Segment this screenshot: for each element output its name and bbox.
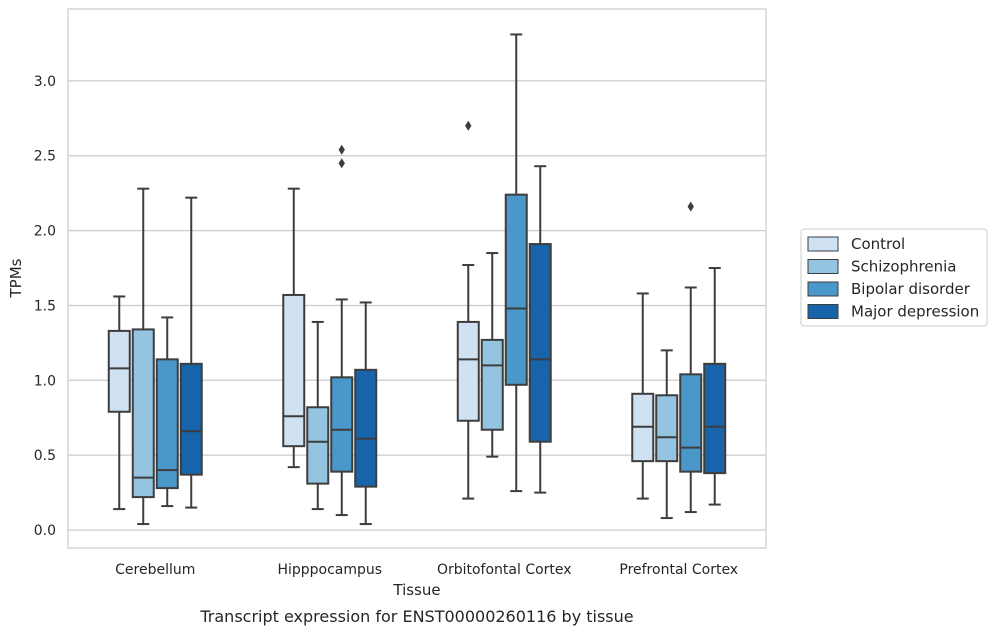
box-body	[504, 193, 528, 386]
box-control	[107, 295, 131, 511]
box-bipolar-disorder	[679, 201, 703, 514]
box-plot-marks	[107, 33, 727, 526]
legend-swatch	[807, 281, 839, 297]
box-control	[282, 187, 306, 469]
box-major-depression	[528, 165, 552, 494]
box-schizophrenia	[655, 349, 679, 520]
box-body	[679, 373, 703, 473]
box-body	[330, 376, 354, 473]
x-tick-label: Prefrontal Cortex	[619, 562, 738, 578]
outlier-point	[687, 201, 694, 212]
box-body	[107, 329, 131, 413]
x-tick-label: Orbitofontal Cortex	[437, 562, 572, 578]
box-control	[456, 120, 480, 500]
x-axis-ticks: Cerebellum Hipppocampus Orbitofontal Corte…	[115, 562, 738, 578]
box-bipolar-disorder	[504, 33, 528, 493]
y-tick-label: 1.5	[34, 298, 56, 314]
legend-swatch	[807, 304, 839, 319]
box-body	[703, 362, 727, 475]
y-tick-label: 2.5	[34, 149, 56, 165]
box-major-depression	[179, 196, 203, 509]
y-axis-label: TPMs	[7, 258, 25, 298]
box-schizophrenia	[480, 252, 504, 458]
y-tick-label: 1.0	[34, 373, 56, 389]
legend-label: Schizophrenia	[851, 258, 956, 276]
y-tick-label: 3.0	[34, 74, 56, 90]
x-tick-label: Hipppocampus	[277, 562, 382, 578]
y-axis-ticks: 0.0 0.5 1.0 1.5 2.0 2.5 3.0	[34, 74, 56, 539]
legend-label: Bipolar disorder	[851, 280, 971, 298]
box-body	[655, 394, 679, 463]
legend-label: Control	[851, 235, 905, 253]
box-major-depression	[354, 301, 378, 526]
box-control	[631, 292, 655, 500]
outlier-point	[338, 158, 345, 169]
x-axis-label: Tissue	[392, 581, 440, 599]
box-body	[155, 358, 179, 490]
chart-caption: Transcript expression for ENST0000026011…	[199, 607, 633, 626]
y-tick-label: 0.0	[34, 523, 56, 539]
box-body	[456, 320, 480, 422]
box-body	[306, 406, 330, 485]
box-major-depression	[703, 267, 727, 506]
box-body	[282, 293, 306, 448]
y-tick-label: 2.0	[34, 224, 56, 240]
legend-swatch	[807, 259, 839, 274]
box-body	[528, 243, 552, 443]
outlier-point	[465, 120, 472, 131]
x-tick-label: Cerebellum	[115, 562, 195, 578]
box-bipolar-disorder	[155, 316, 179, 508]
legend-frame	[800, 228, 988, 327]
box-body	[480, 338, 504, 431]
y-tick-label: 0.5	[34, 448, 56, 464]
plot-frame	[67, 8, 767, 549]
legend-swatch	[807, 236, 839, 252]
box-schizophrenia	[306, 320, 330, 511]
legend-label: Major depression	[851, 303, 979, 321]
box-schizophrenia	[131, 187, 155, 526]
box-body	[131, 328, 155, 499]
box-body	[354, 368, 378, 488]
box-body	[179, 362, 203, 476]
box-bipolar-disorder	[330, 144, 354, 517]
legend: Control Schizophrenia Bipolar disorder Majo…	[800, 228, 988, 327]
outlier-point	[338, 144, 345, 155]
